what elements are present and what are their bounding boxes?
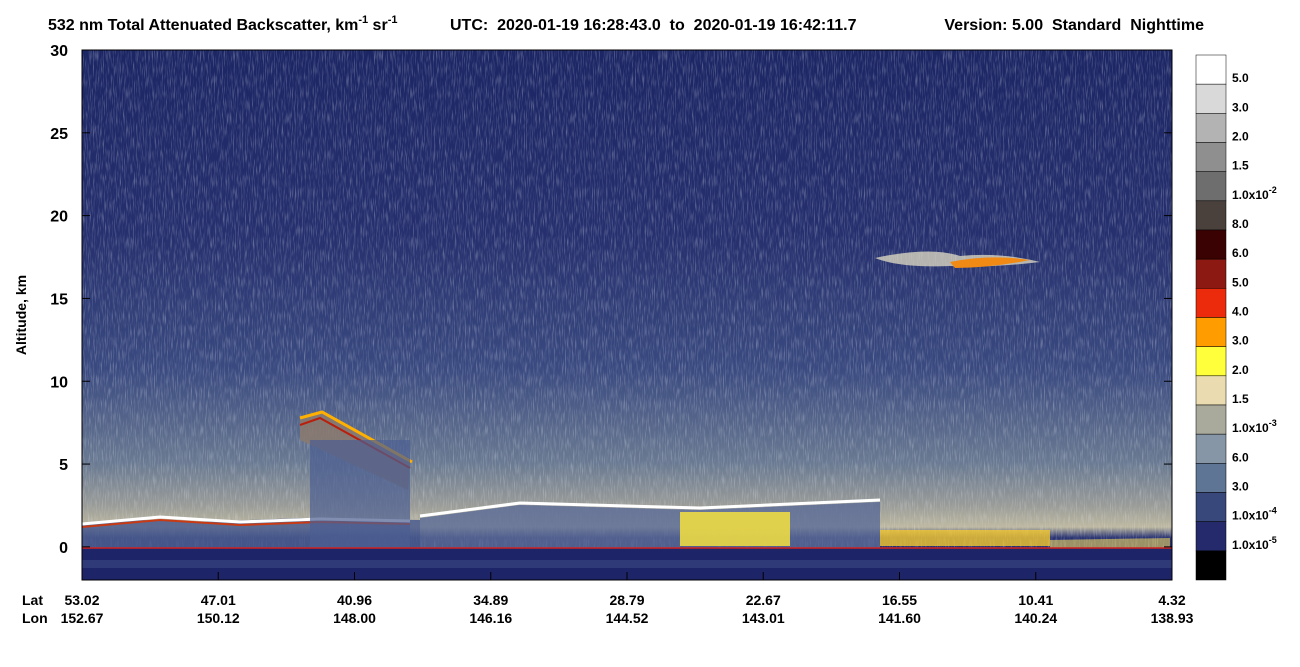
colorbar-swatch bbox=[1195, 463, 1227, 493]
colorbar-label: 6.0 bbox=[1232, 246, 1249, 260]
title-text: 532 nm Total Attenuated Backscatter, km bbox=[48, 17, 358, 34]
colorbar-label-exp: -5 bbox=[1269, 535, 1277, 545]
y-tick-label: 10 bbox=[50, 374, 68, 391]
colorbar-swatch bbox=[1195, 288, 1227, 318]
colorbar-swatch bbox=[1195, 550, 1227, 581]
colorbar-swatch bbox=[1195, 83, 1227, 114]
lon-label: 143.01 bbox=[742, 610, 785, 626]
colorbar-swatch bbox=[1195, 346, 1227, 377]
lon-label: 144.52 bbox=[606, 610, 649, 626]
colorbar-swatch bbox=[1195, 142, 1227, 172]
lon-label: 140.24 bbox=[1014, 610, 1057, 626]
lat-label: 53.02 bbox=[64, 592, 99, 608]
lon-label: 141.60 bbox=[878, 610, 921, 626]
colorbar-label-base: 1.0x10 bbox=[1232, 538, 1269, 552]
colorbar-label: 1.5 bbox=[1232, 159, 1249, 173]
y-tick-label: 20 bbox=[50, 209, 68, 226]
y-tick-label: 5 bbox=[59, 457, 68, 474]
colorbar-swatch bbox=[1195, 200, 1227, 231]
colorbar-label: 8.0 bbox=[1232, 217, 1249, 231]
chart-title: 532 nm Total Attenuated Backscatter, km-… bbox=[48, 14, 397, 34]
lat-label: 22.67 bbox=[746, 592, 781, 608]
colorbar-label: 3.0 bbox=[1232, 334, 1249, 348]
colorbar-label-exp: -4 bbox=[1269, 506, 1277, 516]
colorbar-label: 1.0x10-2 bbox=[1232, 185, 1277, 202]
y-axis-label: Altitude, km bbox=[13, 275, 29, 355]
colorbar-swatch bbox=[1195, 433, 1227, 464]
colorbar-label: 4.0 bbox=[1232, 305, 1249, 319]
colorbar-swatch bbox=[1195, 54, 1227, 85]
lat-label: 4.32 bbox=[1158, 592, 1185, 608]
lon-label: 146.16 bbox=[469, 610, 512, 626]
colorbar-swatch bbox=[1195, 375, 1227, 406]
lat-label: 47.01 bbox=[201, 592, 236, 608]
colorbar-swatch bbox=[1195, 113, 1227, 143]
colorbar-swatch bbox=[1195, 258, 1227, 289]
lon-label: 148.00 bbox=[333, 610, 376, 626]
colorbar-swatch bbox=[1195, 492, 1227, 522]
title-sup: -1 bbox=[388, 14, 398, 26]
colorbar-label: 3.0 bbox=[1232, 480, 1249, 494]
colorbar-label-exp: -2 bbox=[1269, 185, 1277, 195]
colorbar-label-base: 1.0x10 bbox=[1232, 509, 1269, 523]
lat-label: 16.55 bbox=[882, 592, 917, 608]
colorbar-swatch bbox=[1195, 171, 1227, 202]
title-sup: -1 bbox=[358, 14, 368, 26]
colorbar-label: 2.0 bbox=[1232, 363, 1249, 377]
lon-label: 150.12 bbox=[197, 610, 240, 626]
colorbar-label-exp: -3 bbox=[1269, 418, 1277, 428]
version-label: Version: 5.00 Standard Nighttime bbox=[944, 17, 1204, 34]
colorbar-label-base: 1.0x10 bbox=[1232, 421, 1269, 435]
colorbar-label: 1.5 bbox=[1232, 392, 1249, 406]
colorbar-label: 1.0x10-5 bbox=[1232, 535, 1277, 552]
chart-subtitle: UTC: 2020-01-19 16:28:43.0 to 2020-01-19… bbox=[450, 17, 857, 34]
y-tick-label: 25 bbox=[50, 126, 68, 143]
colorbar-swatch bbox=[1195, 317, 1227, 347]
colorbar-swatch bbox=[1195, 404, 1227, 435]
y-tick-label: 0 bbox=[59, 540, 68, 557]
colorbar-label: 3.0 bbox=[1232, 100, 1249, 114]
y-tick-label: 15 bbox=[50, 291, 68, 308]
colorbar-label: 1.0x10-4 bbox=[1232, 506, 1277, 523]
colorbar-label: 1.0x10-3 bbox=[1232, 418, 1277, 435]
lon-row-label: Lon bbox=[22, 610, 48, 626]
colorbar-label-base: 1.0x10 bbox=[1232, 188, 1269, 202]
lat-label: 10.41 bbox=[1018, 592, 1053, 608]
lat-row-label: Lat bbox=[22, 592, 43, 608]
colorbar-label: 2.0 bbox=[1232, 130, 1249, 144]
lat-label: 40.96 bbox=[337, 592, 372, 608]
lat-label: 34.89 bbox=[473, 592, 508, 608]
colorbar-swatch bbox=[1195, 521, 1227, 552]
lon-label: 138.93 bbox=[1151, 610, 1194, 626]
backscatter-image bbox=[82, 50, 1172, 580]
colorbar-label: 5.0 bbox=[1232, 275, 1249, 289]
lat-label: 28.79 bbox=[609, 592, 644, 608]
title-text: sr bbox=[368, 17, 388, 34]
y-tick-label: 30 bbox=[50, 43, 68, 60]
colorbar-label: 5.0 bbox=[1232, 71, 1249, 85]
colorbar-label: 6.0 bbox=[1232, 450, 1249, 464]
lon-label: 152.67 bbox=[61, 610, 104, 626]
colorbar-swatch bbox=[1195, 229, 1227, 260]
